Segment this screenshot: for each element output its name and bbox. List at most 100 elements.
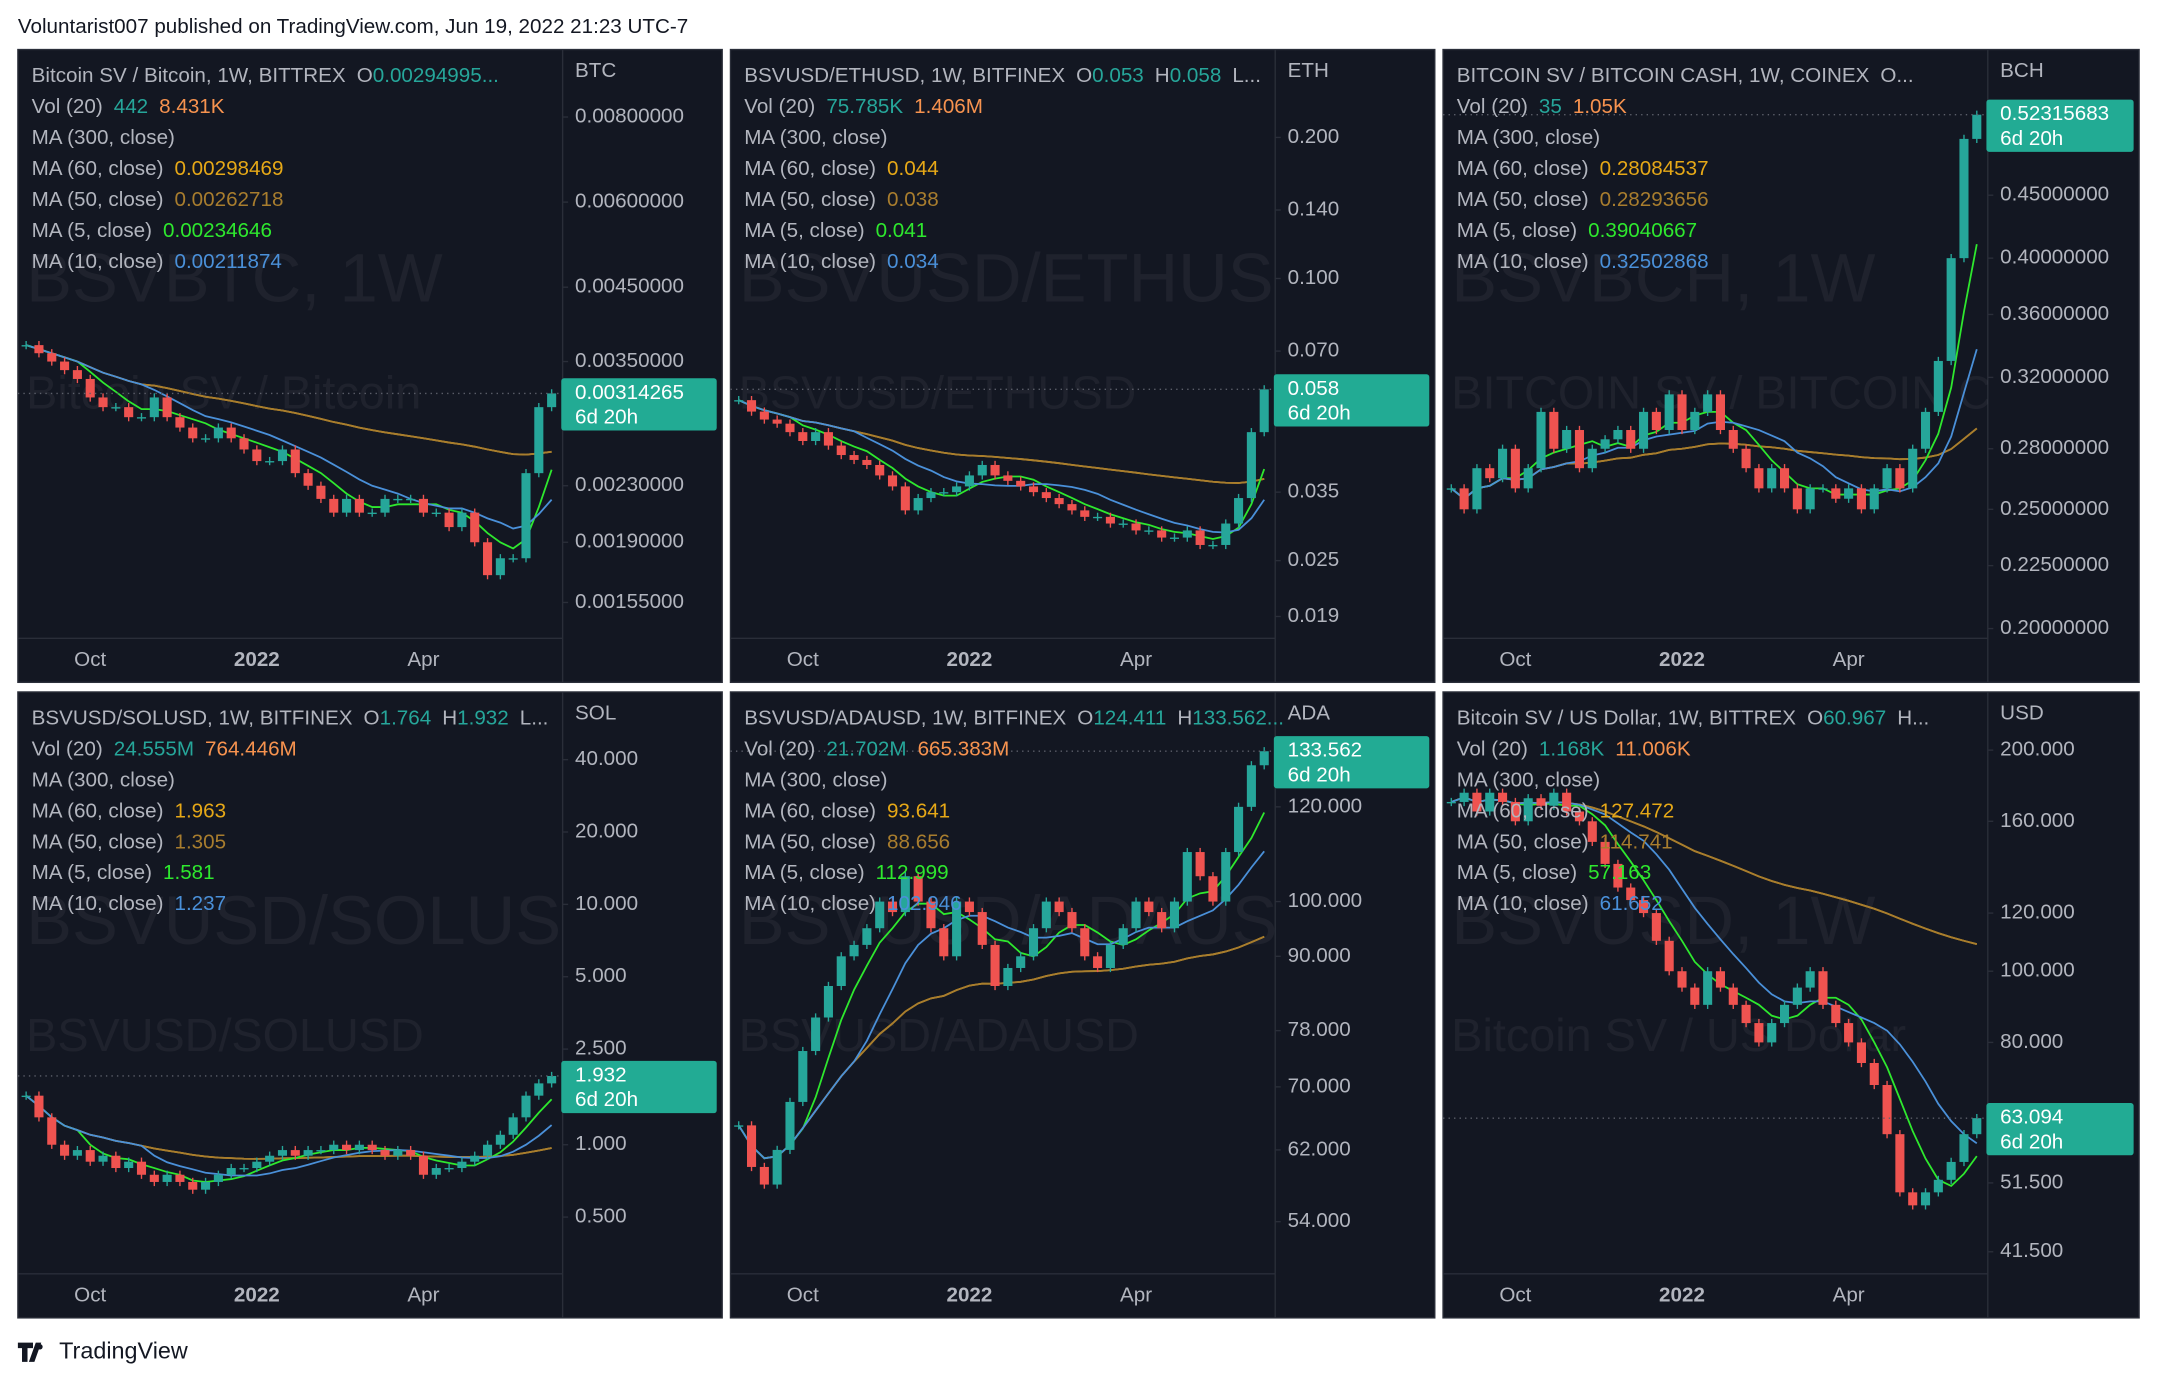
x-tick-label: Apr [407,1283,439,1306]
volume-label: Vol (20) [1457,95,1528,118]
y-tick-label: 1.000 [575,1132,627,1155]
candle-body [1459,488,1469,510]
legend-volume-row: Vol (20) 21.702M 665.383M [744,738,1009,761]
candle-body [811,432,821,442]
logo-icon [17,1342,42,1362]
candle-body [1959,138,1969,259]
legend-ma-row: MA (60, close) 1.963 [32,800,226,823]
candle-body [1523,798,1533,822]
watermark: BSVUSD/SOLUSD [26,1009,424,1061]
ma-label: MA (60, close) [32,157,164,180]
candle-body [990,464,1000,476]
candle-body [1157,530,1167,538]
currency-label: ETH [1288,59,1329,82]
panel-background [1442,691,2140,1319]
y-tick-label: 0.00230000 [575,473,684,496]
ma-value: 0.034 [887,250,939,273]
ma-value: 127.472 [1600,800,1675,823]
candle-body [111,1155,121,1169]
ma-label: MA (300, close) [1457,769,1600,792]
price-tag-value: 63.094 [2000,1106,2063,1129]
candle-body [431,512,441,515]
candle-body [521,1095,531,1118]
ma-label: MA (5, close) [32,219,152,242]
ma-label: MA (300, close) [32,126,175,149]
x-tick-label: 2022 [946,1283,992,1306]
x-tick-label: Oct [787,1283,819,1306]
candle-body [1003,475,1013,481]
candle-body [1195,530,1205,545]
candle-body [1067,912,1077,929]
candle-body [136,417,147,419]
candle-body [746,1125,757,1167]
candle-body [1549,792,1559,806]
candle-body [149,1174,159,1182]
ma-label: MA (60, close) [1457,800,1589,823]
legend-ma-row: MA (10, close) 0.00211874 [32,250,282,273]
legend-ma-row: MA (5, close) 112.999 [744,862,948,885]
candle-body [1792,987,1802,1005]
y-tick-label: 0.36000000 [2000,302,2109,325]
ohlc-value: 1.932 [457,707,509,730]
candle-body [1677,394,1687,431]
moving-average-line [25,344,553,530]
ma-label: MA (60, close) [1457,157,1589,180]
candle-body [1767,1023,1777,1043]
legend-ma-row: MA (60, close) 0.044 [744,157,938,180]
ohlc-value: 133.562... [1192,707,1284,730]
candle-body [772,419,782,424]
y-tick-label: 100.000 [2000,959,2075,982]
legend-ma-row: MA (10, close) 0.32502868 [1457,250,1709,273]
candle-body [1003,967,1013,986]
candle-body [1664,394,1674,431]
legend-ma-row: MA (50, close) 0.00262718 [32,188,284,211]
watermark: BSVBTC, 1W [26,240,443,317]
y-tick-label: 54.000 [1288,1209,1351,1232]
y-tick-label: 2.500 [575,1037,627,1060]
legend-volume-row: Vol (20) 35 1.05K [1457,95,1627,118]
candle-body [1498,792,1508,802]
legend-ma-row: MA (300, close) [32,126,175,149]
candle-body [277,1150,288,1156]
candle-body [1562,792,1572,812]
candle-body [201,438,211,440]
legend-ma-row: MA (300, close) [1457,126,1600,149]
ohlc-value: 124.411 [1093,707,1166,730]
candle-body [1754,1023,1764,1043]
y-tick-label: 51.500 [2000,1170,2063,1193]
legend-ma-row: MA (10, close) 0.034 [744,250,938,273]
legend-ma-row: MA (60, close) 127.472 [1457,800,1674,823]
candle-body [1259,389,1269,433]
candle-body [495,558,505,576]
candle-body [277,449,288,462]
ma-label: MA (10, close) [744,250,876,273]
candle-body [1246,765,1256,807]
price-tag-value: 0.52315683 [2000,102,2109,125]
symbol-title: Bitcoin SV / Bitcoin, 1W, BITTREX [32,65,346,88]
candle-body [1562,430,1572,449]
legend-ma-row: MA (10, close) 1.237 [32,893,226,916]
price-tag [1986,99,2134,152]
candle-body [1221,523,1231,545]
ma-value: 1.581 [163,862,215,885]
candle-body [367,1144,377,1151]
candle-body [1946,258,1956,361]
candle-body [964,901,974,913]
y-tick-label: 160.000 [2000,809,2075,832]
candle-body [1895,468,1905,489]
y-tick-label: 10.000 [575,892,638,915]
volume-label: Vol (20) [32,95,103,118]
ma-label: MA (10, close) [32,893,164,916]
candle-body [1933,360,1943,412]
ohlc-value: 1.764 [380,707,432,730]
candle-body [1690,987,1700,1005]
candle-body [1246,432,1256,499]
candle-body [1041,492,1051,499]
candle-body [406,498,416,501]
symbol-title: Bitcoin SV / US Dollar, 1W, BITTREX [1457,707,1797,730]
price-tag-countdown: 6d 20h [1288,763,1351,786]
symbol-title: BITCOIN SV / BITCOIN CASH, 1W, COINEX [1457,65,1870,88]
candle-body [1446,801,1456,804]
candle-body [316,1150,326,1152]
